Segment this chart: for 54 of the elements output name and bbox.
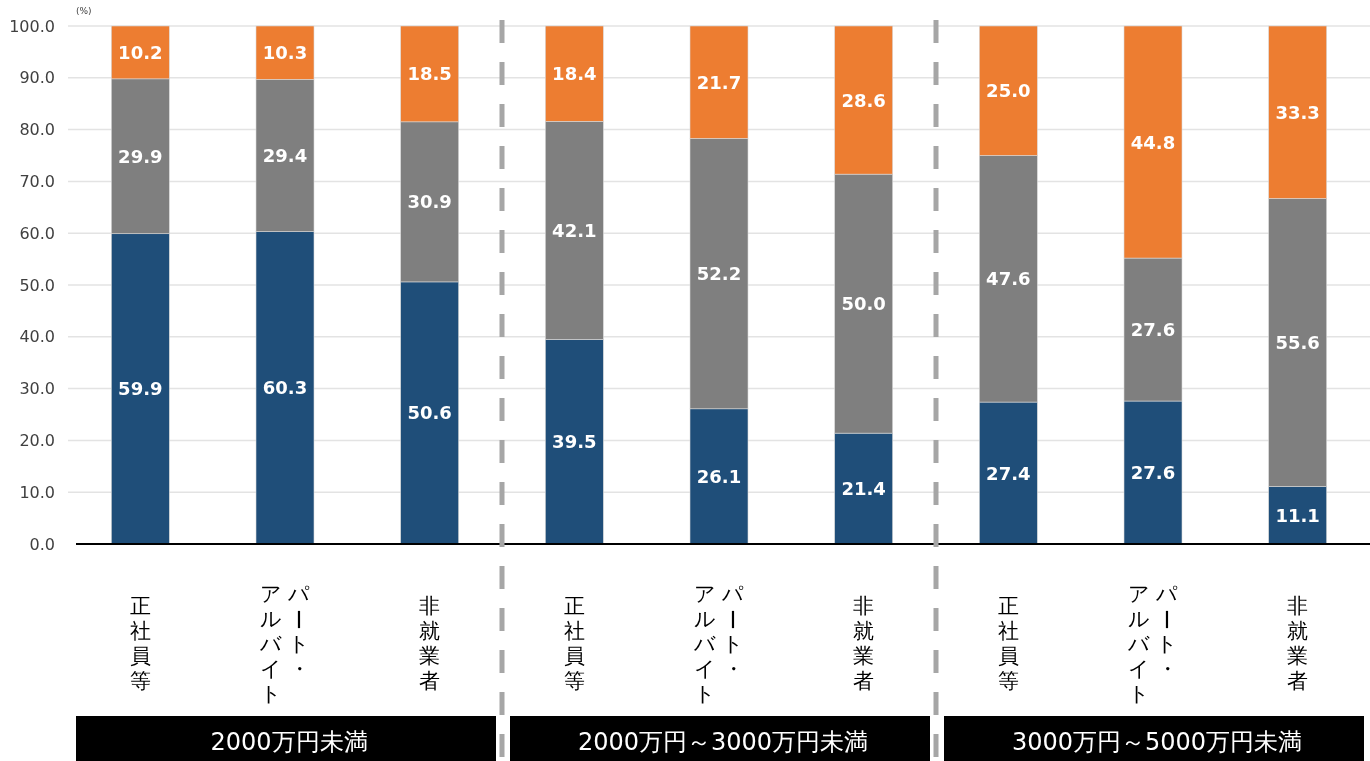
x-tick-label: 非就業者	[853, 594, 875, 694]
data-label: 25.0	[986, 80, 1031, 102]
data-label: 26.1	[696, 465, 742, 487]
data-label: 18.5	[407, 63, 452, 85]
data-label: 50.0	[841, 293, 886, 315]
y-tick-label: 70.0	[19, 171, 55, 191]
data-label: 10.2	[118, 41, 163, 63]
data-label: 28.6	[841, 89, 886, 111]
data-label: 42.1	[552, 219, 597, 241]
xlabel: 2000万円～3000万円未満	[510, 716, 930, 761]
data-label: 47.6	[986, 268, 1031, 290]
ylabel: (%)	[76, 6, 92, 16]
data-label: 60.3	[262, 377, 308, 399]
x-axis-title: 3000万円～5000万円未満	[1011, 728, 1303, 756]
data-label: 44.8	[1130, 131, 1176, 153]
y-tick-label: 90.0	[19, 68, 55, 88]
xlabel: 3000万円～5000万円未満	[944, 716, 1364, 761]
x-tick-label: 正社員等	[997, 594, 1019, 694]
y-tick-label: 100.0	[9, 16, 55, 36]
x-tick-label: パート・アルバイト	[694, 582, 744, 706]
data-label: 10.3	[262, 42, 308, 64]
y-tick-label: 10.0	[19, 482, 55, 502]
data-label: 30.9	[407, 191, 452, 213]
x-tick-label: 正社員等	[563, 594, 585, 694]
x-tick-label: 非就業者	[1287, 594, 1309, 694]
data-label: 27.6	[1130, 462, 1176, 483]
data-label: 21.7	[696, 71, 742, 93]
y-tick-label: 50.0	[19, 275, 55, 295]
y-tick-label: 30.0	[19, 379, 55, 399]
data-label: 55.6	[1275, 332, 1320, 353]
data-label: 52.2	[696, 263, 742, 285]
x-axis-title: 2000万円未満	[210, 728, 368, 756]
y-tick-label: 20.0	[19, 430, 55, 450]
x-tick-label: 非就業者	[419, 594, 441, 694]
y-tick-label: 80.0	[19, 120, 55, 140]
x-tick-label: パート・アルバイト	[260, 582, 310, 706]
y-tick-label: 40.0	[19, 327, 55, 347]
y-tick-label: 0.0	[29, 534, 55, 554]
data-label: 11.1	[1275, 504, 1320, 526]
data-label: 33.3	[1275, 101, 1320, 123]
data-label: 29.4	[262, 145, 308, 166]
x-tick-label: 正社員等	[129, 594, 151, 694]
data-label: 18.4	[552, 63, 597, 85]
xlabel: 2000万円未満	[76, 716, 496, 761]
data-label: 59.9	[118, 378, 163, 400]
data-label: 21.4	[841, 478, 886, 500]
data-label: 50.6	[407, 402, 452, 424]
x-axis-title: 2000万円～3000万円未満	[577, 728, 869, 756]
data-label: 39.5	[552, 431, 597, 453]
x-tick-label: パート・アルバイト	[1128, 582, 1178, 706]
y-tick-label: 60.0	[19, 223, 55, 243]
data-label: 27.4	[986, 462, 1031, 484]
data-label: 27.6	[1130, 319, 1176, 341]
data-label: 29.9	[118, 145, 163, 167]
